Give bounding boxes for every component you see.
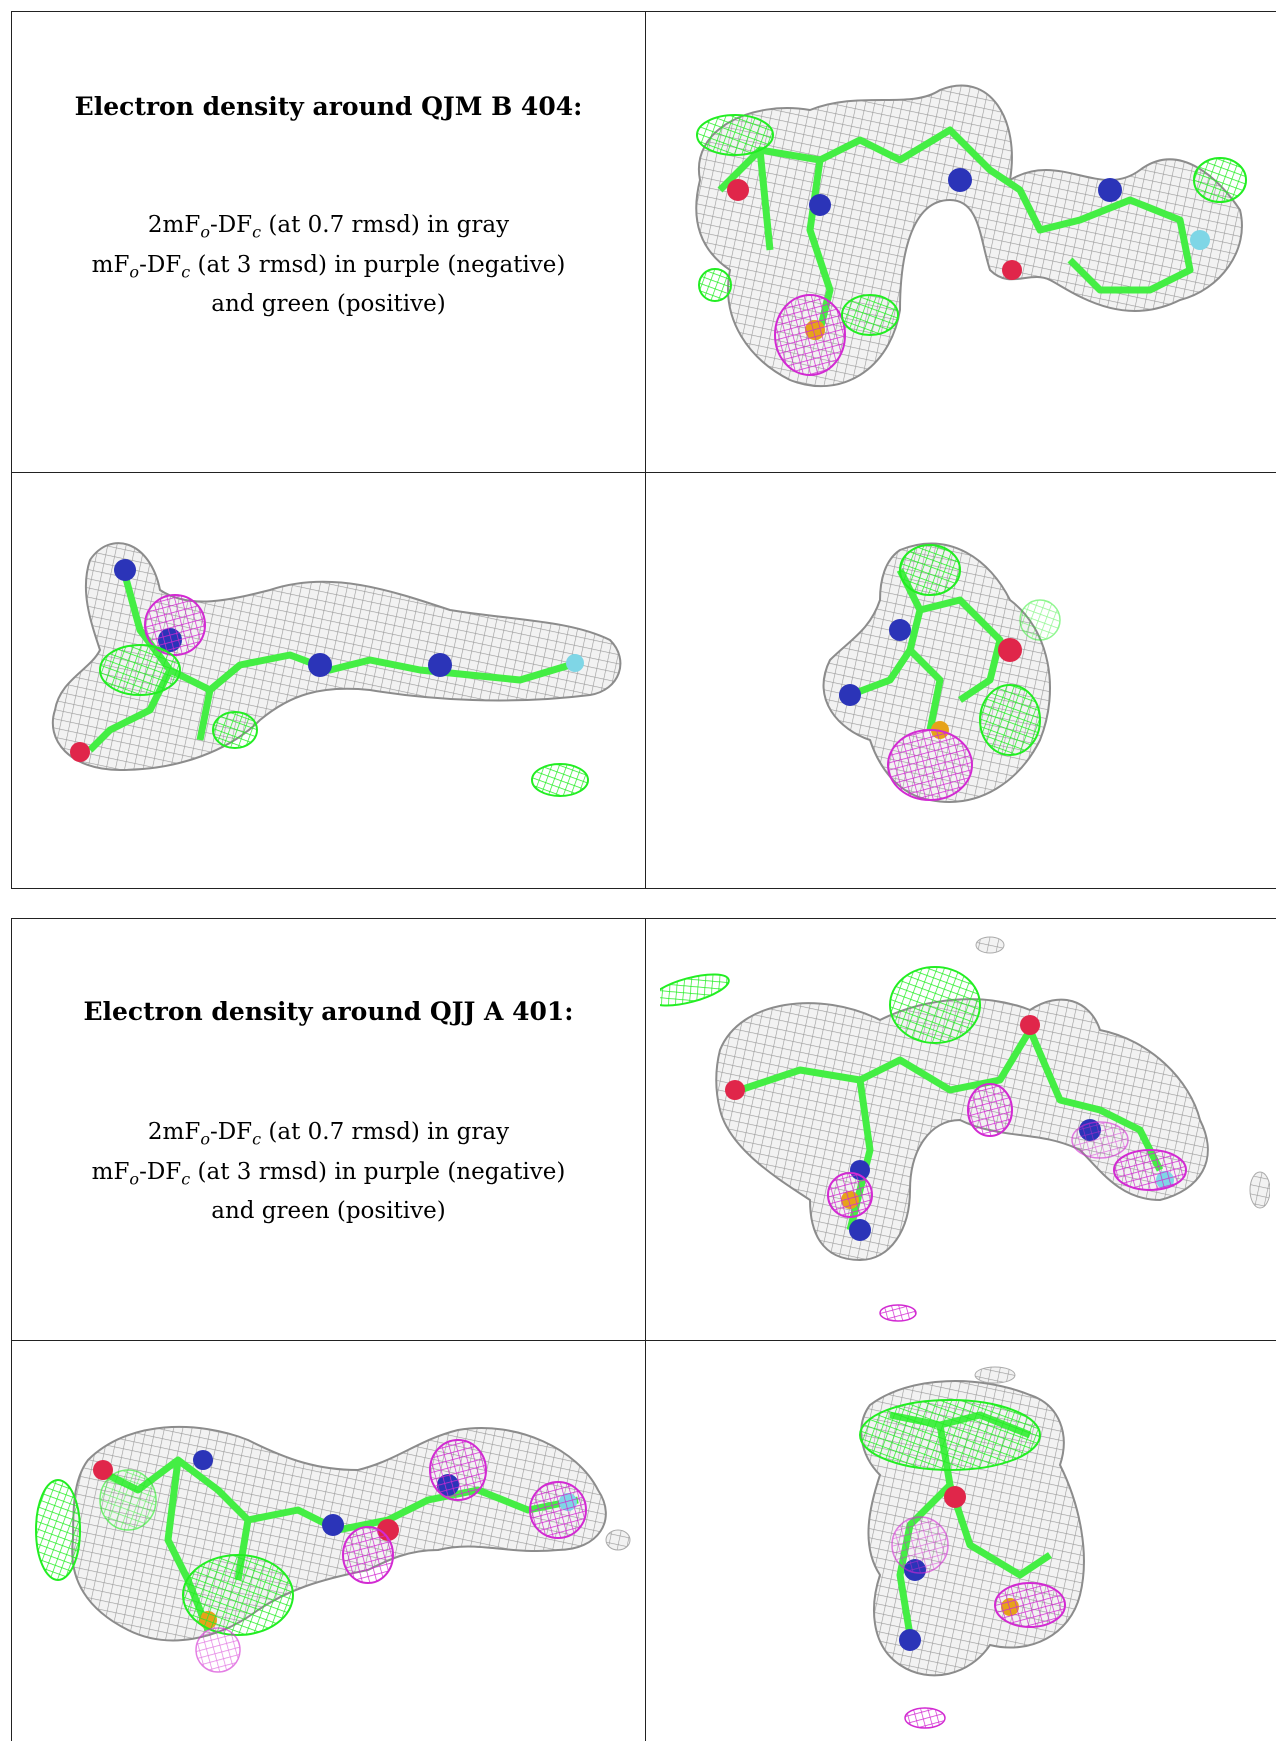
section-1-caption: 2mFo-DFc (at 0.7 rmsd) in gray mFo-DFc (… [12,209,645,320]
section-2-heading: Electron density around QJJ A 401: [12,997,645,1026]
section-2-text-cell: Electron density around QJJ A 401: 2mFo-… [12,919,645,1227]
section-1-density-view-bottom-left [30,520,630,840]
section-2-density-view-bottom-right [830,1345,1130,1741]
section-2-density-view-bottom-left [18,1380,638,1700]
section-1-density-view-top-right [660,30,1260,430]
section-1-text-cell: Electron density around QJM B 404: 2mFo-… [12,12,645,320]
section-1-heading: Electron density around QJM B 404: [12,92,645,121]
section-1-density-view-bottom-right [810,530,1090,830]
section-2-density-view-top-right [660,930,1270,1330]
section-2-caption: 2mFo-DFc (at 0.7 rmsd) in gray mFo-DFc (… [12,1116,645,1227]
